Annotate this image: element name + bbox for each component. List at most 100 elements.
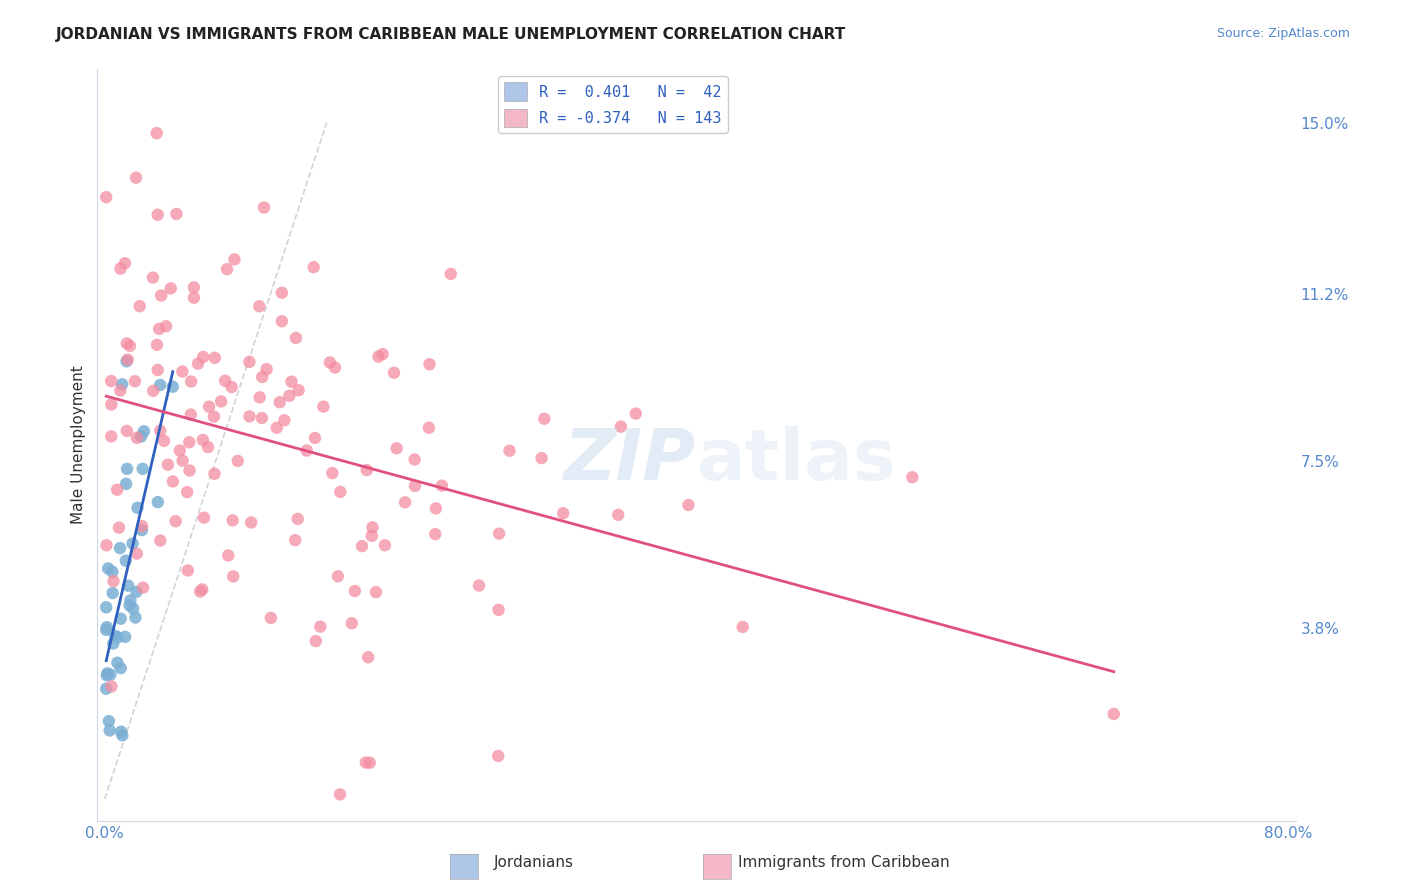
Point bbox=[610, 419, 633, 434]
Point bbox=[169, 443, 191, 458]
Point bbox=[250, 370, 273, 384]
Point bbox=[132, 462, 155, 476]
Point bbox=[111, 728, 134, 742]
Point bbox=[224, 252, 246, 267]
Point bbox=[179, 435, 201, 450]
Point bbox=[678, 498, 700, 512]
Point bbox=[278, 389, 301, 403]
Point bbox=[624, 407, 647, 421]
Point bbox=[114, 630, 136, 644]
Point bbox=[117, 579, 139, 593]
Point bbox=[149, 378, 172, 392]
Point bbox=[146, 495, 169, 509]
Point bbox=[329, 788, 352, 802]
Point bbox=[115, 354, 138, 368]
Y-axis label: Male Unemployment: Male Unemployment bbox=[72, 366, 86, 524]
Point bbox=[114, 554, 136, 568]
Point bbox=[132, 425, 155, 439]
Point bbox=[101, 586, 124, 600]
Point bbox=[356, 463, 378, 477]
Point bbox=[165, 514, 187, 528]
Point bbox=[165, 207, 187, 221]
Point bbox=[107, 630, 129, 644]
Point bbox=[312, 400, 335, 414]
Point bbox=[323, 360, 346, 375]
Point bbox=[177, 564, 200, 578]
Point bbox=[329, 484, 352, 499]
Point bbox=[273, 413, 295, 427]
Point bbox=[110, 261, 132, 276]
Point bbox=[96, 620, 118, 634]
Point bbox=[269, 395, 291, 409]
Point bbox=[253, 201, 276, 215]
Point bbox=[374, 538, 396, 552]
Point bbox=[96, 666, 118, 681]
Point bbox=[128, 299, 150, 313]
Point bbox=[146, 208, 169, 222]
Point bbox=[117, 352, 139, 367]
Point bbox=[142, 384, 165, 398]
Point bbox=[110, 384, 132, 398]
Point bbox=[129, 429, 152, 443]
Point bbox=[155, 319, 177, 334]
Point bbox=[284, 533, 307, 548]
Point bbox=[731, 620, 754, 634]
Point bbox=[309, 620, 332, 634]
Point bbox=[553, 506, 575, 520]
Point bbox=[180, 408, 202, 422]
Point bbox=[404, 479, 426, 493]
Point bbox=[284, 331, 307, 345]
Point bbox=[287, 512, 309, 526]
Point bbox=[221, 513, 243, 527]
Point bbox=[360, 529, 382, 543]
Point bbox=[901, 470, 924, 484]
Point bbox=[96, 600, 118, 615]
Point bbox=[124, 374, 146, 388]
Point bbox=[404, 452, 426, 467]
Point bbox=[124, 610, 146, 624]
Point bbox=[125, 547, 148, 561]
Point bbox=[145, 126, 167, 140]
Point bbox=[204, 467, 226, 481]
Point bbox=[103, 574, 125, 588]
Point bbox=[326, 569, 349, 583]
Point bbox=[247, 299, 270, 313]
Point bbox=[188, 584, 211, 599]
Legend: R =  0.401   N =  42, R = -0.374   N = 143: R = 0.401 N = 42, R = -0.374 N = 143 bbox=[498, 76, 727, 133]
Point bbox=[179, 464, 201, 478]
Text: JORDANIAN VS IMMIGRANTS FROM CARIBBEAN MALE UNEMPLOYMENT CORRELATION CHART: JORDANIAN VS IMMIGRANTS FROM CARIBBEAN M… bbox=[56, 27, 846, 42]
Point bbox=[96, 681, 118, 696]
Point bbox=[183, 280, 205, 294]
Point bbox=[357, 650, 380, 665]
Point bbox=[104, 629, 127, 643]
Point bbox=[340, 616, 363, 631]
Point bbox=[115, 424, 138, 438]
Point bbox=[131, 523, 153, 537]
Point bbox=[1102, 706, 1125, 721]
Point bbox=[364, 585, 387, 599]
Point bbox=[110, 724, 132, 739]
Point bbox=[266, 421, 288, 435]
Point bbox=[100, 667, 122, 681]
Point bbox=[367, 350, 389, 364]
Point bbox=[217, 549, 239, 563]
Point bbox=[221, 380, 243, 394]
Point bbox=[120, 593, 142, 607]
Point bbox=[468, 578, 491, 592]
Point bbox=[96, 190, 118, 204]
Point bbox=[111, 377, 134, 392]
Point bbox=[226, 454, 249, 468]
Point bbox=[198, 400, 221, 414]
Point bbox=[418, 357, 440, 371]
Point bbox=[321, 466, 343, 480]
Point bbox=[103, 636, 125, 650]
Point bbox=[304, 431, 326, 445]
Point bbox=[115, 336, 138, 351]
Point bbox=[270, 314, 292, 328]
Text: Source: ZipAtlas.com: Source: ZipAtlas.com bbox=[1216, 27, 1350, 40]
Point bbox=[100, 679, 122, 693]
Point bbox=[118, 599, 141, 613]
Point bbox=[146, 338, 169, 352]
Point bbox=[238, 409, 260, 424]
Point bbox=[98, 723, 121, 738]
